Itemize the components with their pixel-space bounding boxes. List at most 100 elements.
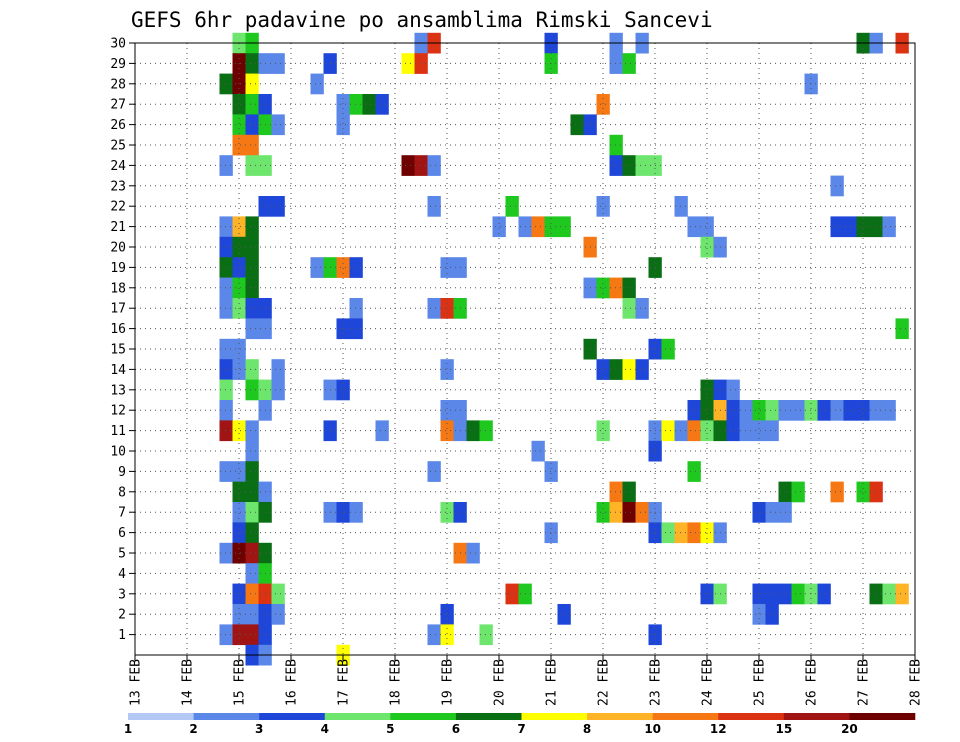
y-tick-label: 18 [110, 281, 126, 296]
heatmap-cell [245, 114, 259, 136]
heatmap-cell [219, 420, 233, 442]
colorbar-label: 20 [841, 722, 858, 736]
heatmap-cell [440, 502, 454, 523]
colorbar-swatch [390, 713, 457, 720]
x-tick-label: 16 FEB [285, 659, 300, 706]
heatmap-cell [245, 502, 259, 523]
heatmap-cell [440, 257, 454, 278]
heatmap-cell [622, 277, 636, 299]
heatmap-cell [596, 502, 610, 523]
heatmap-cell [245, 481, 259, 503]
heatmap-cell [232, 624, 246, 646]
heatmap-cell [882, 400, 896, 421]
heatmap-cell [674, 420, 688, 442]
y-tick-label: 22 [110, 200, 126, 215]
heatmap-cell [895, 583, 909, 605]
heatmap-cell [401, 53, 415, 74]
y-tick-label: 29 [110, 57, 126, 72]
y-tick-label: 7 [118, 506, 126, 521]
heatmap-cell [271, 359, 285, 380]
heatmap-cell [635, 359, 649, 380]
heatmap-cell [622, 502, 636, 523]
heatmap-cell [479, 624, 493, 646]
colorbar-label: 5 [386, 722, 394, 736]
heatmap-cell [219, 542, 233, 564]
heatmap-cell [232, 236, 246, 258]
heatmap-cell [245, 440, 259, 462]
heatmap-cell [791, 400, 805, 421]
x-tick-label: 22 FEB [597, 659, 612, 706]
heatmap-cell [440, 400, 454, 421]
heatmap-cell [349, 502, 363, 523]
heatmap-cell [271, 196, 285, 217]
y-tick-label: 26 [110, 118, 126, 133]
colorbar-label: 1 [124, 722, 132, 736]
colorbar-swatch [455, 713, 522, 720]
heatmap-cell [466, 542, 480, 564]
heatmap-cell [232, 420, 246, 442]
heatmap-cell [544, 216, 558, 238]
heatmap-cell [869, 481, 883, 503]
colorbar-label: 15 [775, 722, 792, 736]
heatmap-cell [245, 604, 259, 625]
heatmap-cell [245, 583, 259, 605]
heatmap-cell [245, 461, 259, 482]
heatmap-cell [219, 155, 233, 176]
colorbar-label: 6 [452, 722, 460, 736]
grid-lines [135, 43, 915, 655]
heatmap-cell [271, 583, 285, 605]
heatmap-cell [245, 563, 259, 584]
heatmap-cell [622, 155, 636, 176]
heatmap-cell [219, 298, 233, 319]
heatmap-cell [336, 257, 350, 278]
x-tick-label: 25 FEB [753, 659, 768, 706]
heatmap-cell [219, 216, 233, 238]
y-tick-label: 27 [110, 98, 126, 113]
chart-title: GEFS 6hr padavine po ansamblima Rimski S… [131, 8, 713, 32]
heatmap-cell [219, 257, 233, 278]
heatmap-cell [245, 542, 259, 564]
heatmap-cell [700, 400, 714, 421]
y-tick-label: 15 [110, 343, 126, 358]
x-tick-label: 17 FEB [337, 659, 352, 706]
heatmap-cell [427, 298, 441, 319]
heatmap-cell [479, 420, 493, 442]
heatmap-cell [765, 583, 779, 605]
heatmap-cell [869, 216, 883, 238]
heatmap-cell [427, 196, 441, 217]
y-tick-label: 13 [110, 383, 126, 398]
x-tick-label: 19 FEB [441, 659, 456, 706]
heatmap-cell [700, 236, 714, 258]
heatmap-cell [791, 481, 805, 503]
heatmap-cell [674, 196, 688, 217]
heatmap-cell [661, 420, 675, 442]
heatmap-cell [271, 53, 285, 74]
x-tick-label: 21 FEB [545, 659, 560, 706]
colorbar-label: 2 [189, 722, 197, 736]
heatmap-cell [700, 216, 714, 238]
heatmap-cell [219, 461, 233, 482]
heatmap-cell [219, 277, 233, 299]
heatmap-cell [427, 624, 441, 646]
heatmap-cell [635, 155, 649, 176]
y-tick-label: 24 [110, 159, 126, 174]
heatmap-cell [232, 216, 246, 238]
heatmap-cell [336, 502, 350, 523]
heatmap-cell [830, 216, 844, 238]
y-tick-label: 20 [110, 241, 126, 256]
y-tick-label: 4 [118, 567, 126, 582]
heatmap-cell [245, 420, 259, 442]
heatmap-cell [505, 196, 519, 217]
heatmap-cell [375, 94, 389, 115]
heatmap-cell [856, 216, 870, 238]
heatmap-cell [817, 583, 831, 605]
heatmap-cell [700, 379, 714, 401]
heatmap-cell [245, 318, 259, 340]
heatmap-cell [596, 420, 610, 442]
heatmap-cell [869, 583, 883, 605]
heatmap-cell [245, 216, 259, 238]
heatmap-cell [414, 53, 428, 74]
x-tick-label: 23 FEB [649, 659, 664, 706]
heatmap-cell [401, 155, 415, 176]
